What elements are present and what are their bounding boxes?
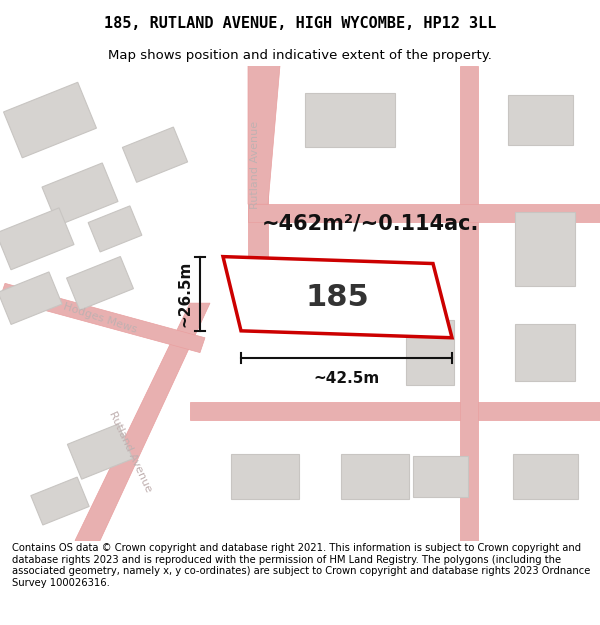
Polygon shape [67, 256, 133, 310]
Polygon shape [341, 454, 409, 499]
Text: ~26.5m: ~26.5m [177, 261, 192, 327]
Polygon shape [515, 324, 575, 381]
Text: Rutland Avenue: Rutland Avenue [107, 409, 153, 494]
Text: Hodges Mews: Hodges Mews [62, 301, 138, 334]
Text: 185: 185 [305, 282, 369, 312]
Polygon shape [508, 95, 572, 145]
Text: 185, RUTLAND AVENUE, HIGH WYCOMBE, HP12 3LL: 185, RUTLAND AVENUE, HIGH WYCOMBE, HP12 … [104, 16, 496, 31]
Polygon shape [0, 272, 62, 324]
Polygon shape [460, 66, 478, 541]
Polygon shape [223, 257, 452, 338]
Polygon shape [515, 212, 575, 286]
Polygon shape [248, 204, 600, 222]
Polygon shape [75, 303, 210, 541]
Polygon shape [248, 66, 280, 204]
Polygon shape [248, 66, 268, 303]
Polygon shape [0, 283, 205, 352]
Polygon shape [231, 454, 299, 499]
Polygon shape [190, 402, 600, 420]
Polygon shape [31, 477, 89, 525]
Polygon shape [122, 127, 188, 182]
Polygon shape [67, 424, 133, 479]
Polygon shape [0, 208, 74, 270]
Polygon shape [512, 454, 577, 499]
Polygon shape [4, 82, 97, 158]
Text: Rutland Avenue: Rutland Avenue [250, 121, 260, 209]
Polygon shape [305, 93, 395, 148]
Text: ~42.5m: ~42.5m [313, 371, 380, 386]
Text: ~462m²/~0.114ac.: ~462m²/~0.114ac. [262, 214, 479, 234]
Text: Contains OS data © Crown copyright and database right 2021. This information is : Contains OS data © Crown copyright and d… [12, 543, 590, 588]
Polygon shape [88, 206, 142, 252]
Polygon shape [42, 163, 118, 226]
Polygon shape [413, 456, 467, 497]
Text: Map shows position and indicative extent of the property.: Map shows position and indicative extent… [108, 49, 492, 62]
Polygon shape [406, 321, 454, 385]
